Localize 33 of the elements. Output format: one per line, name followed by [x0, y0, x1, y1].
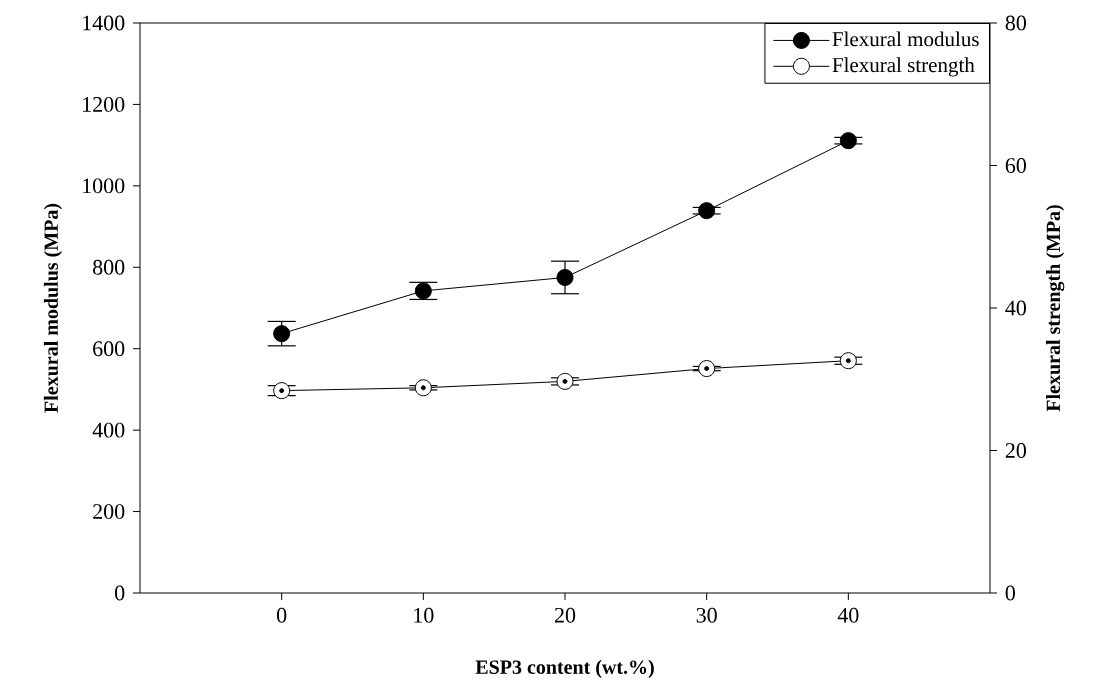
point — [414, 282, 432, 300]
point — [698, 202, 716, 220]
y-tick-label: 800 — [93, 259, 125, 275]
point — [556, 268, 574, 286]
y-tick-label: 200 — [93, 504, 125, 519]
x-tick-label: 20 — [554, 607, 576, 623]
point — [273, 382, 291, 400]
y2-tick-label: 20 — [1005, 443, 1026, 458]
x-tick-label: 40 — [837, 607, 859, 623]
y-tick-label: 400 — [92, 422, 125, 438]
y-tick-label: 1200 — [83, 96, 125, 112]
y2-tick-label: 0 — [1005, 585, 1015, 601]
point — [556, 372, 574, 390]
x-tick-label: 10 — [414, 607, 434, 623]
x-tick-label: 30 — [696, 607, 717, 623]
x-axis-title: ESP3 content (wt.%) — [475, 659, 654, 678]
point — [839, 352, 857, 370]
point — [698, 360, 716, 378]
y2-tick-label: 60 — [1005, 158, 1026, 173]
y-axis-title: Flexural modulus (MPa) — [43, 203, 62, 413]
point — [273, 325, 291, 343]
y2-axis-title: Flexural strength (MPa) — [1046, 205, 1065, 412]
x-tick-label: 0 — [277, 607, 287, 623]
y-tick-label: 1000 — [83, 178, 125, 194]
y-tick-label: 0 — [115, 585, 125, 601]
point — [414, 379, 432, 397]
y2-tick-label: 80 — [1005, 15, 1026, 31]
y-tick-label: 600 — [93, 341, 125, 357]
y-tick-label: 1400 — [83, 15, 125, 31]
legend-label: Flexural strength — [832, 57, 975, 77]
point — [839, 132, 857, 150]
legend-label: Flexural modulus — [832, 31, 979, 47]
y2-tick-label: 40 — [1005, 300, 1026, 316]
